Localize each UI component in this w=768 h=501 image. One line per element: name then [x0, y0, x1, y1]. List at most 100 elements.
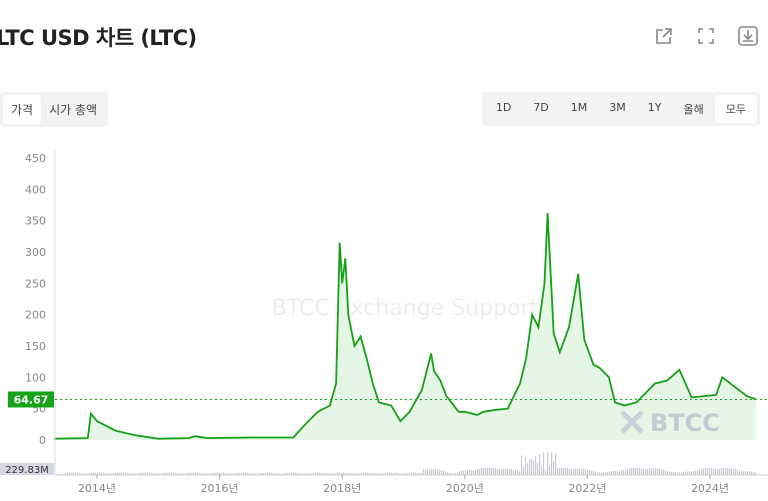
volume-bar: [355, 473, 357, 475]
volume-bar: [243, 472, 245, 475]
volume-bar: [371, 472, 373, 475]
volume-bar: [171, 472, 173, 475]
volume-bar: [367, 472, 369, 475]
volume-bar: [323, 473, 325, 475]
volume-bar: [235, 473, 237, 475]
volume-bar: [329, 473, 331, 475]
volume-bar: [63, 473, 65, 475]
volume-bar: [449, 472, 451, 475]
volume-bar: [325, 473, 327, 475]
volume-bar: [249, 472, 251, 475]
range-3m[interactable]: 3M: [609, 101, 626, 114]
volume-bar: [483, 467, 485, 475]
btcc-logo-mark: [620, 410, 644, 434]
volume-bar: [623, 469, 625, 475]
volume-bar: [155, 473, 157, 475]
tab-price[interactable]: 가격: [3, 95, 42, 124]
range-tabs: 1D 7D 1M 3M 1Y 올해 모두: [481, 92, 760, 126]
volume-bar: [535, 456, 537, 475]
volume-bar: [637, 467, 639, 475]
volume-bar: [709, 467, 711, 475]
volume-bar: [179, 473, 181, 475]
volume-bar: [595, 471, 597, 475]
y-tick-label: 0: [39, 434, 46, 447]
range-1y[interactable]: 1Y: [647, 101, 662, 114]
price-line: [54, 213, 757, 440]
tab-market-cap[interactable]: 시가 총액: [49, 103, 98, 117]
volume-bar: [553, 460, 555, 475]
volume-bar: [507, 468, 509, 475]
volume-bar: [747, 471, 749, 475]
volume-bar: [477, 469, 479, 475]
volume-bar: [345, 472, 347, 475]
watermark: BTCC Exchange Support: [272, 296, 539, 321]
volume-bar: [673, 471, 675, 475]
volume-bar: [335, 472, 337, 475]
range-all[interactable]: 모두: [714, 95, 757, 123]
volume-bar: [731, 468, 733, 475]
volume-bar: [651, 468, 653, 475]
volume-bar: [327, 473, 329, 475]
current-price-label: 64.67: [14, 393, 49, 406]
volume-bar: [609, 471, 611, 475]
btcc-logo: BTCC: [620, 409, 720, 437]
volume-bar: [131, 473, 133, 475]
volume-bar: [491, 467, 493, 475]
volume-bar: [523, 466, 525, 475]
volume-bar: [489, 467, 491, 475]
volume-bar: [541, 466, 543, 475]
volume-bar: [225, 472, 227, 475]
range-1d[interactable]: 1D: [495, 101, 512, 114]
volume-bar: [467, 470, 469, 475]
volume-bar: [699, 469, 701, 475]
download-icon[interactable]: [738, 26, 758, 46]
volume-bar: [565, 467, 567, 475]
volume-bar: [739, 470, 741, 475]
volume-bar: [735, 469, 737, 475]
volume-bar: [283, 473, 285, 475]
volume-bar: [555, 453, 557, 475]
volume-bar: [559, 467, 561, 475]
volume-bar: [197, 472, 199, 475]
volume-bar: [127, 472, 129, 475]
volume-bar: [361, 472, 363, 475]
volume-bar: [671, 471, 673, 475]
volume-bar: [509, 468, 511, 475]
volume-bar: [737, 469, 739, 475]
range-ytd[interactable]: 올해: [683, 103, 704, 116]
volume-bar: [685, 471, 687, 475]
volume-bar: [419, 472, 421, 475]
range-1m[interactable]: 1M: [570, 101, 588, 114]
range-7d[interactable]: 7D: [533, 101, 549, 114]
volume-bar: [143, 472, 145, 475]
price-chart[interactable]: BTCC Exchange Support 050100150200250300…: [0, 140, 768, 501]
volume-bar: [665, 470, 667, 475]
volume-bar: [177, 473, 179, 475]
volume-bar: [265, 472, 267, 475]
volume-bar: [259, 473, 261, 475]
volume-bar: [279, 473, 281, 475]
volume-bar: [619, 470, 621, 475]
volume-bar: [213, 472, 215, 475]
volume-bar: [431, 469, 433, 475]
volume-bar: [743, 471, 745, 475]
volume-bar: [447, 472, 449, 475]
volume-bar: [193, 472, 195, 475]
share-icon[interactable]: [654, 26, 674, 46]
volume-bar: [247, 472, 249, 475]
fullscreen-icon[interactable]: [696, 26, 716, 46]
volume-bar: [357, 473, 359, 475]
volume-bar: [241, 472, 243, 475]
volume-bar: [741, 471, 743, 475]
volume-bar: [605, 472, 607, 475]
volume-bar: [701, 468, 703, 475]
volume-bar: [393, 472, 395, 475]
volume-bar: [395, 472, 397, 475]
y-tick-label: 450: [25, 152, 46, 165]
volume-bar: [201, 472, 203, 475]
volume-bar: [695, 470, 697, 475]
volume-bar: [753, 472, 755, 475]
y-tick-label: 350: [25, 215, 46, 228]
volume-bar: [601, 472, 603, 475]
volume-bar: [487, 467, 489, 475]
